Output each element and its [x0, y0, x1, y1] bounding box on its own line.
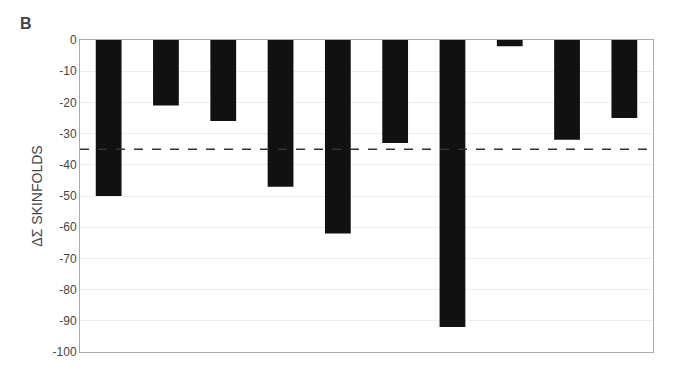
svg-text:0: 0: [70, 33, 77, 47]
svg-text:-100: -100: [53, 345, 77, 359]
svg-text:-90: -90: [59, 314, 77, 328]
svg-text:-60: -60: [59, 220, 77, 234]
svg-text:-50: -50: [59, 189, 77, 203]
svg-text:-20: -20: [59, 96, 77, 110]
svg-text:-40: -40: [59, 158, 77, 172]
svg-text:B: B: [20, 15, 32, 32]
svg-text:-80: -80: [59, 283, 77, 297]
svg-text:-30: -30: [59, 127, 77, 141]
svg-text:ΔΣ SKINFOLDS: ΔΣ SKINFOLDS: [29, 145, 45, 246]
svg-text:-70: -70: [59, 252, 77, 266]
svg-text:-10: -10: [59, 64, 77, 78]
